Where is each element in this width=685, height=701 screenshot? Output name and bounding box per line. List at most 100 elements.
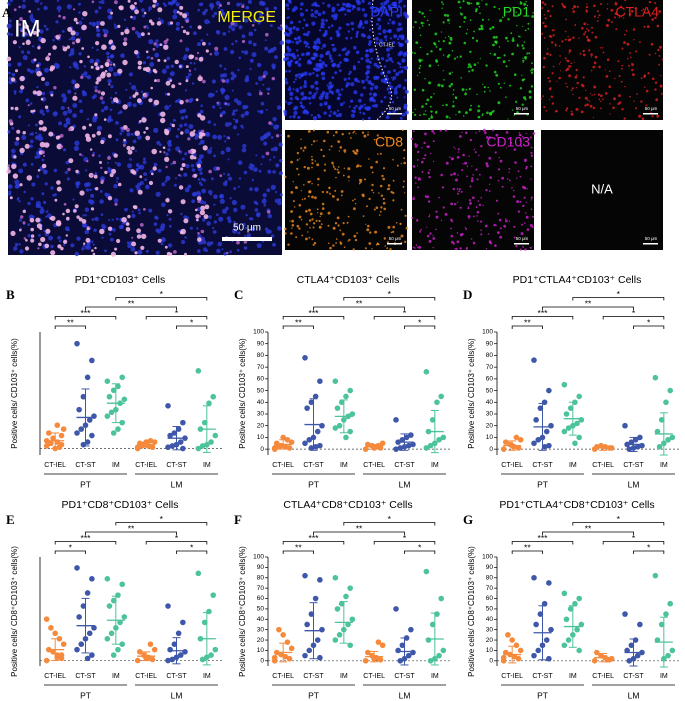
cell-spot xyxy=(311,158,314,161)
cell-spot xyxy=(571,87,574,90)
y-tick-label: 50 xyxy=(486,606,494,613)
cell-spot xyxy=(327,85,332,91)
cell-spot xyxy=(254,208,259,212)
cell-spot xyxy=(452,242,455,245)
cell-spot xyxy=(423,22,425,24)
cell-spot xyxy=(379,25,382,28)
data-point xyxy=(276,444,282,450)
cell-spot xyxy=(344,13,347,16)
cell-spot xyxy=(332,195,335,198)
cell-spot xyxy=(392,110,396,114)
cell-spot xyxy=(359,111,362,114)
cell-spot xyxy=(91,46,94,49)
x-tick-label: IM xyxy=(569,673,577,680)
cell-spot xyxy=(592,65,596,69)
data-point xyxy=(195,570,202,577)
cell-spot xyxy=(157,238,162,243)
cell-spot xyxy=(36,70,42,77)
cell-spot xyxy=(363,13,368,18)
data-point xyxy=(48,440,54,447)
cell-spot xyxy=(392,41,396,44)
cell-spot xyxy=(201,177,205,181)
y-tick-label: 0 xyxy=(489,658,493,665)
channel-label: MERGE xyxy=(217,9,276,26)
cell-spot xyxy=(29,217,35,223)
significance-bracket xyxy=(542,306,634,310)
cell-spot xyxy=(642,8,645,10)
cell-spot xyxy=(12,173,19,179)
cell-spot xyxy=(365,58,370,63)
cell-spot xyxy=(95,41,100,46)
cell-spot xyxy=(224,122,230,127)
error-bar xyxy=(654,412,673,456)
cell-spot xyxy=(289,59,293,63)
cell-spot xyxy=(508,179,511,182)
cell-spot xyxy=(337,166,340,168)
cell-spot xyxy=(551,41,554,44)
cell-spot xyxy=(368,60,372,64)
cell-spot xyxy=(651,77,655,81)
cell-spot xyxy=(477,220,479,222)
cell-spot xyxy=(419,34,422,37)
cell-spot xyxy=(299,101,303,104)
cell-spot xyxy=(403,157,406,160)
cell-spot xyxy=(101,44,107,50)
cell-spot xyxy=(122,41,128,47)
cell-spot xyxy=(585,89,587,91)
cell-spot xyxy=(421,88,425,92)
cell-spot xyxy=(195,133,199,137)
cell-spot xyxy=(482,128,486,132)
cell-spot xyxy=(205,49,209,53)
cell-spot xyxy=(131,210,134,213)
cell-spot xyxy=(380,194,384,197)
cell-spot xyxy=(382,201,386,205)
cell-spot xyxy=(18,23,22,26)
cell-spot xyxy=(317,4,320,8)
cell-spot xyxy=(82,11,88,17)
cell-spot xyxy=(174,119,177,122)
cell-spot xyxy=(578,96,581,99)
cell-spot xyxy=(148,208,153,213)
cell-spot xyxy=(257,21,261,25)
cell-spot xyxy=(19,183,23,187)
cell-spot xyxy=(530,136,532,139)
cell-spot xyxy=(340,190,344,193)
cell-spot xyxy=(585,5,589,9)
cell-spot xyxy=(430,152,432,155)
cell-spot xyxy=(127,163,133,169)
cell-spot xyxy=(523,96,526,100)
cell-spot xyxy=(566,85,569,88)
significance-bracket xyxy=(54,550,86,554)
cell-spot xyxy=(580,110,584,114)
cell-spot xyxy=(38,234,41,237)
cell-spot xyxy=(508,220,511,222)
data-point xyxy=(84,374,91,381)
cell-spot xyxy=(99,161,102,164)
cell-spot xyxy=(602,51,605,54)
cell-spot xyxy=(65,208,71,214)
data-point xyxy=(284,639,291,645)
cell-spot xyxy=(291,227,293,229)
data-point xyxy=(149,444,156,451)
cell-spot xyxy=(432,140,435,143)
cell-spot xyxy=(165,175,171,181)
cell-spot xyxy=(651,18,655,21)
cell-spot xyxy=(418,245,422,249)
cell-spot xyxy=(400,34,405,39)
cell-spot xyxy=(651,115,654,118)
error-bar xyxy=(365,443,384,450)
cell-spot xyxy=(233,220,236,224)
cell-spot xyxy=(352,150,355,153)
cell-spot xyxy=(393,87,398,91)
cell-spot xyxy=(28,29,32,33)
cell-spot xyxy=(355,35,359,38)
cell-spot xyxy=(175,146,181,152)
cell-spot xyxy=(565,82,567,85)
significance-label: ** xyxy=(524,542,531,552)
group-label: PT xyxy=(80,479,91,489)
error-bar xyxy=(46,638,65,662)
cell-spot xyxy=(530,154,534,157)
cell-spot xyxy=(85,136,92,142)
cell-spot xyxy=(485,3,488,6)
cell-spot xyxy=(75,181,81,186)
